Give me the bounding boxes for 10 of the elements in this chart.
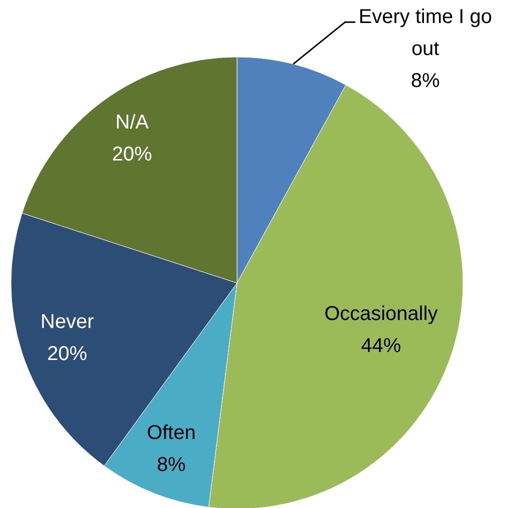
data-label: 20% bbox=[112, 144, 152, 166]
slice-label: N/A bbox=[115, 112, 150, 134]
slice-label: Never bbox=[40, 311, 94, 334]
slice-label: Occasionally bbox=[324, 302, 438, 325]
data-label: 8% bbox=[410, 70, 440, 92]
data-label: 8% bbox=[156, 454, 186, 476]
data-label: 20% bbox=[47, 343, 88, 366]
slice-label: Every time I go out bbox=[358, 6, 492, 60]
slice-label: Often bbox=[146, 422, 196, 444]
data-label: 44% bbox=[360, 334, 402, 357]
